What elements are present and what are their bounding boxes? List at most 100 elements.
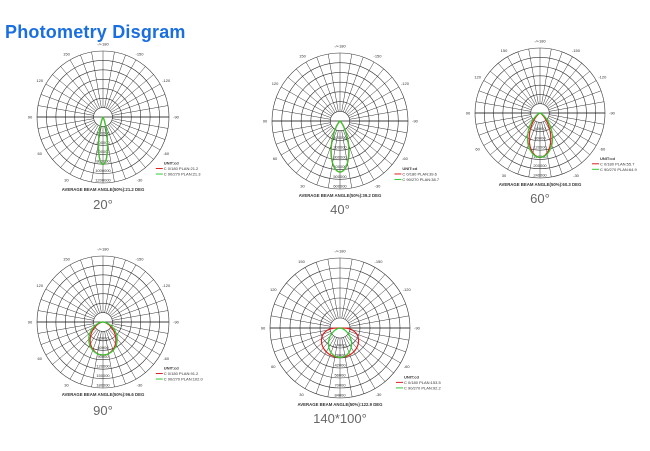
angle-label: 150 [63, 51, 70, 56]
scale-label: 60000 [97, 345, 109, 350]
grid-spoke [104, 331, 115, 388]
grid-spoke [111, 288, 161, 318]
beam-angle-text: AVERAGE BEAM ANGLE(50%):60.3 DEG [499, 182, 582, 187]
grid-spoke [274, 331, 331, 353]
grid-spoke [528, 122, 539, 178]
scale-label: 120000 [96, 364, 110, 369]
unit-label: UNIT:cd [404, 374, 419, 379]
grid-spoke [315, 337, 337, 394]
grid-spoke [110, 279, 154, 317]
polar-chart-svg: -/+180 150 120 90 60 30 -30 -60 -90 -120 -150 10000… [263, 44, 440, 199]
grid-spoke [478, 90, 532, 111]
legend-entry: C 90/270 PLAN:21.3 [164, 172, 201, 177]
angle-label: -30 [376, 392, 383, 397]
grid-spoke [327, 53, 339, 112]
grid-spoke [305, 61, 336, 113]
grid-spoke [37, 105, 94, 116]
grid-spoke [37, 310, 94, 321]
angle-label: 30 [300, 183, 305, 188]
grid-spoke [546, 118, 590, 155]
grid-spoke [294, 274, 334, 321]
grid-spoke [346, 68, 384, 114]
legend-entry: C 90/270 PLAN:38.7 [402, 177, 439, 182]
angle-label: 150 [63, 256, 70, 261]
polar-grid: -/+180 150 120 90 60 30 -30 -60 -90 -120 -150 20000… [28, 42, 180, 184]
angle-label: -60 [163, 356, 170, 361]
scale-label: 200000 [96, 130, 110, 135]
grid-spoke [111, 83, 161, 113]
grid-spoke [475, 101, 531, 112]
grid-spoke [542, 121, 563, 175]
angle-label: -120 [401, 81, 410, 86]
angle-label: -90 [173, 320, 180, 325]
scale-label: 56000 [334, 373, 346, 378]
grid-spoke [517, 121, 538, 175]
grid-spoke [296, 128, 334, 174]
grid-spoke [107, 59, 137, 109]
grid-spoke [349, 124, 404, 145]
angle-label: -120 [598, 75, 607, 80]
angle-label: 150 [299, 54, 306, 59]
polar-grid: -/+180 150 120 90 60 30 -30 -60 -90 -120 -150 30000… [28, 247, 180, 389]
grid-spoke [347, 127, 393, 165]
grid-spoke [327, 259, 339, 319]
grid-spoke [37, 323, 94, 334]
scale-label: 84000 [334, 393, 346, 398]
grid-spoke [545, 63, 582, 107]
angle-label: -/+180 [334, 249, 346, 254]
angle-label: -120 [162, 283, 171, 288]
grid-spoke [305, 129, 336, 181]
scale-label: 300000 [333, 154, 347, 159]
grid-spoke [60, 271, 98, 315]
grid-spoke [341, 337, 353, 397]
angle-label: -90 [609, 111, 616, 116]
angle-label: 150 [298, 259, 305, 264]
angle-label: -/+180 [534, 39, 546, 44]
scale-label: 200000 [533, 163, 547, 168]
beam-angle-text: AVERAGE BEAM ANGLE(50%):21.2 DEG [62, 187, 145, 192]
scale-label: 1000000 [95, 168, 111, 173]
page-title: Photometry Disgram [5, 22, 186, 42]
scale-label: 200000 [333, 145, 347, 150]
scale-label: 1200000 [95, 178, 111, 183]
grid-spoke [343, 130, 364, 185]
legend-entry: C 0/180 PLAN:55.7 [600, 161, 635, 166]
grid-spoke [349, 315, 409, 327]
grid-spoke [349, 329, 409, 341]
angle-label: 120 [272, 81, 279, 86]
grid-spoke [111, 119, 166, 140]
grid-spoke [348, 292, 401, 324]
grid-spoke [542, 51, 563, 105]
grid-spoke [541, 122, 552, 178]
grid-spoke [541, 48, 552, 104]
grid-spoke [111, 121, 161, 151]
grid-spoke [346, 335, 386, 382]
grid-spoke [349, 108, 408, 120]
grid-spoke [60, 124, 98, 168]
grid-spoke [40, 299, 95, 320]
grid-spoke [45, 83, 95, 113]
grid-spoke [105, 259, 126, 314]
scale-label: 120000 [533, 145, 547, 150]
grid-spoke [349, 331, 406, 353]
grid-spoke [271, 329, 331, 341]
angle-label: -150 [373, 54, 382, 59]
angle-label: 120 [270, 287, 277, 292]
scale-label: 100000 [333, 135, 347, 140]
scale-label: 800000 [96, 159, 110, 164]
angle-label: -150 [572, 48, 581, 53]
grid-spoke [507, 56, 536, 106]
grid-spoke [104, 126, 115, 183]
grid-spoke [280, 86, 332, 117]
grid-spoke [549, 114, 605, 125]
scale-label: 30000 [97, 335, 109, 340]
grid-spoke [344, 129, 375, 181]
grid-spoke [343, 262, 365, 319]
angle-label: -/+180 [97, 247, 109, 252]
grid-spoke [52, 122, 96, 160]
grid-spoke [40, 94, 95, 115]
caption-90: 90° [93, 403, 113, 418]
grid-spoke [80, 259, 101, 314]
angle-label: -150 [135, 51, 144, 56]
angle-label: -30 [137, 178, 144, 183]
